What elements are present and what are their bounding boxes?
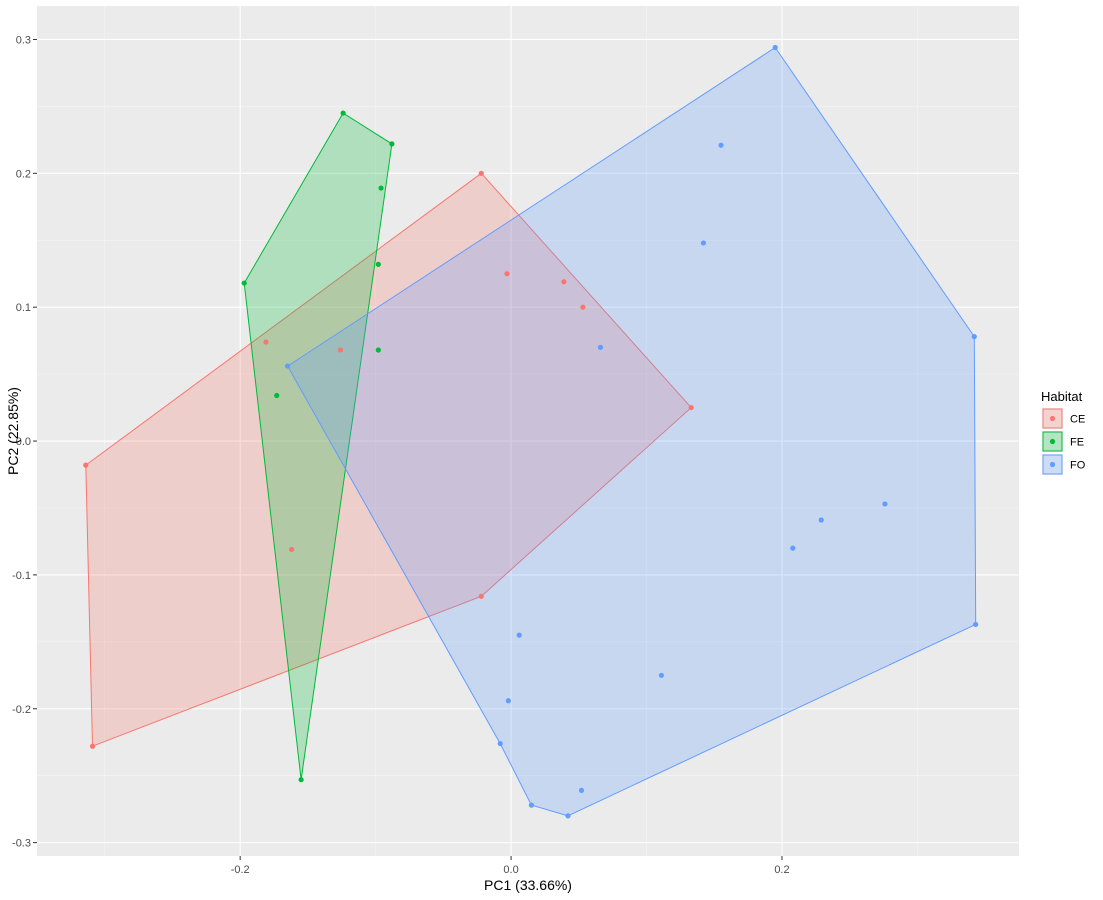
hull-ce [85, 172, 692, 747]
x-tick-label: 0.0 [503, 864, 518, 876]
legend-label-fe: FE [1070, 437, 1084, 449]
data-points [83, 44, 979, 819]
point-ce [83, 462, 89, 468]
point-fe [389, 141, 395, 147]
legend-label-fo: FO [1070, 460, 1086, 472]
y-tick-label: 0.0 [16, 436, 31, 448]
legend-label-ce: CE [1070, 414, 1085, 426]
point-ce [478, 593, 484, 599]
point-fo [578, 787, 585, 794]
hull-polygons [85, 46, 977, 817]
point-fo [973, 621, 979, 628]
point-fe [375, 347, 381, 353]
legend-point-ce [1049, 415, 1056, 422]
point-ce [263, 339, 269, 345]
hull-fo [286, 46, 977, 817]
point-fo [565, 813, 571, 819]
y-axis-title: PC2 (22.85%) [5, 387, 21, 475]
y-tick-label: 0.3 [16, 34, 31, 46]
point-fe [378, 185, 384, 191]
legend: Habitat CE FE FO [1041, 389, 1086, 475]
point-fo [497, 740, 503, 747]
legend-title: Habitat [1041, 389, 1083, 404]
point-ce [337, 347, 344, 353]
point-fe [375, 261, 381, 267]
point-ce [89, 743, 96, 749]
grid-major [37, 6, 1019, 856]
point-fo [700, 240, 707, 246]
x-tick-label: -0.2 [231, 864, 250, 876]
x-axis: -0.2 0.0 0.2 [231, 856, 790, 876]
legend-point-fe [1049, 438, 1056, 445]
point-fe [274, 392, 280, 399]
point-ce [478, 170, 484, 176]
point-ce [561, 279, 567, 285]
point-fo [772, 44, 778, 51]
y-tick-label: -0.2 [12, 704, 31, 716]
point-fo [505, 698, 511, 704]
point-ce [504, 271, 510, 277]
point-fo [597, 344, 604, 350]
point-fo [971, 334, 977, 340]
y-axis: -0.3 -0.2 -0.1 0.0 0.1 0.2 0.3 [12, 34, 37, 850]
point-ce [289, 546, 295, 553]
point-fo [658, 672, 665, 678]
y-tick-label: -0.3 [12, 838, 31, 850]
y-tick-label: 0.2 [16, 168, 31, 180]
point-fe [340, 110, 346, 116]
point-fo [284, 363, 291, 369]
point-fo [790, 545, 796, 551]
point-ce [580, 304, 586, 310]
x-tick-label: 0.2 [774, 864, 789, 876]
legend-point-fo [1049, 461, 1056, 468]
point-fo [882, 501, 888, 507]
point-ce [688, 404, 694, 411]
point-fo [516, 632, 522, 638]
y-tick-label: 0.1 [16, 302, 31, 314]
point-fo [718, 142, 724, 148]
point-fe [298, 777, 304, 783]
y-tick-label: -0.1 [12, 570, 31, 582]
point-fo [818, 517, 824, 523]
grid-minor [37, 6, 1019, 856]
plot-panel [37, 6, 1019, 856]
x-axis-title: PC1 (33.66%) [484, 877, 572, 893]
point-fe [241, 280, 247, 286]
point-fo [528, 802, 534, 808]
